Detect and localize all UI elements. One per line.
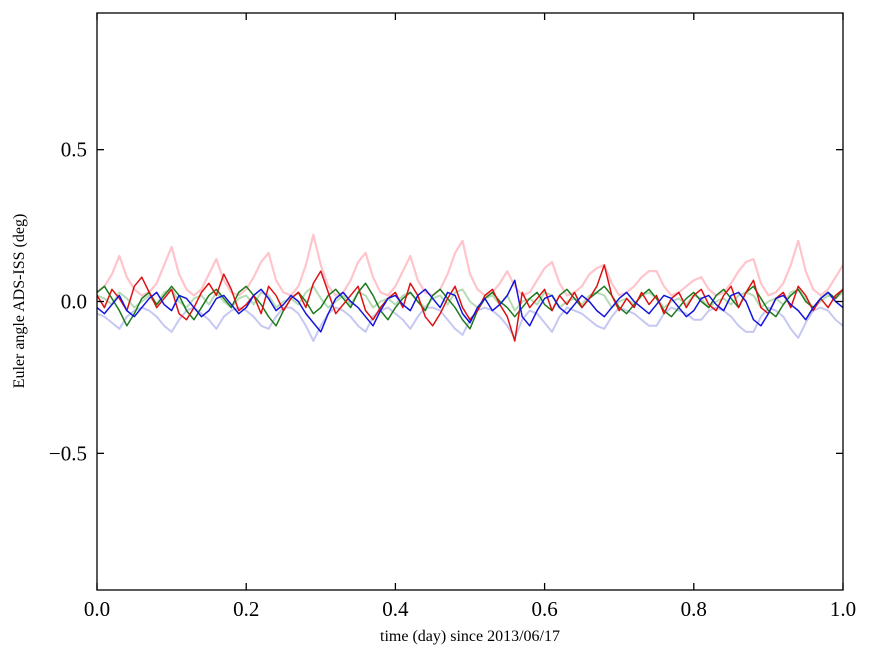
x-axis-label: time (day) since 2013/06/17 [380,628,560,645]
x-tick-label: 1.0 [830,597,856,621]
x-tick-label: 0.8 [681,597,707,621]
series-group [97,233,843,342]
y-tick-label: 0.5 [61,138,87,162]
series-line-light-pink [97,233,843,297]
x-tick-label: 0.2 [233,597,259,621]
x-tick-label: 0.4 [382,597,409,621]
series-line-red [97,264,843,342]
series-line-blue [97,279,843,333]
x-tick-label: 0.0 [84,597,110,621]
series-line-green [97,282,843,330]
y-tick-label: −0.5 [49,441,87,465]
y-tick-label: 0.0 [61,290,87,314]
series-line-light-green [97,285,843,312]
x-tick-label: 0.6 [531,597,557,621]
y-axis-label: Euler angle ADS-ISS (deg) [11,213,28,389]
